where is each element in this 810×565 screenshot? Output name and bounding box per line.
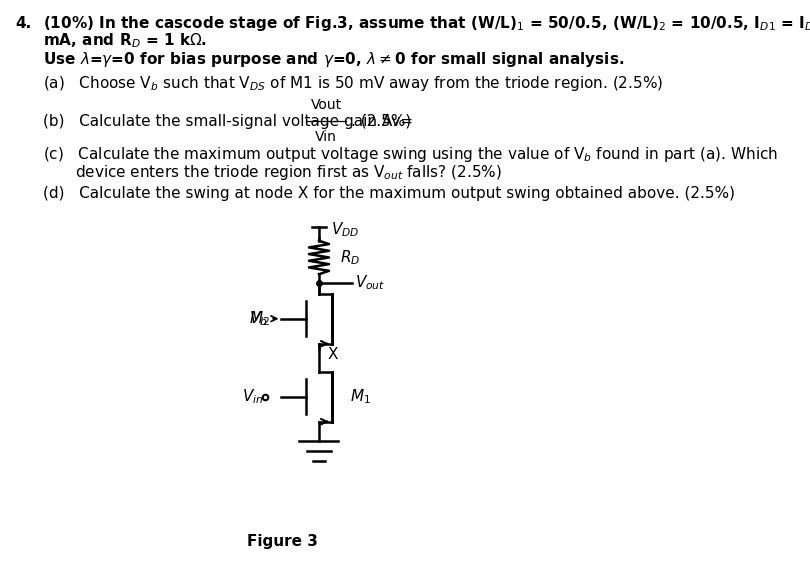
- Text: 4.: 4.: [15, 16, 32, 31]
- Text: . (2.5%): . (2.5%): [352, 114, 411, 129]
- Text: $M_1$: $M_1$: [350, 387, 370, 406]
- Text: mA, and R$_D$ = 1 k$\Omega$.: mA, and R$_D$ = 1 k$\Omega$.: [43, 31, 207, 50]
- Text: X: X: [327, 346, 338, 362]
- Text: $V_{out}$: $V_{out}$: [356, 273, 386, 292]
- Text: $V_b$: $V_b$: [249, 309, 267, 328]
- Text: (10%) In the cascode stage of Fig.3, assume that (W/L)$_1$ = 50/0.5, (W/L)$_2$ =: (10%) In the cascode stage of Fig.3, ass…: [43, 14, 810, 33]
- Text: $V_{DD}$: $V_{DD}$: [331, 220, 360, 239]
- Text: Figure 3: Figure 3: [247, 534, 318, 549]
- Text: Vin: Vin: [315, 129, 337, 144]
- Text: device enters the triode region first as V$_{out}$ falls? (2.5%): device enters the triode region first as…: [75, 163, 502, 182]
- Text: $V_{in}$: $V_{in}$: [242, 387, 263, 406]
- Text: (c)   Calculate the maximum output voltage swing using the value of V$_b$ found : (c) Calculate the maximum output voltage…: [43, 145, 778, 164]
- Text: (d)   Calculate the swing at node X for the maximum output swing obtained above.: (d) Calculate the swing at node X for th…: [43, 186, 735, 201]
- Text: $M_2$: $M_2$: [249, 309, 271, 328]
- Text: $R_D$: $R_D$: [340, 248, 360, 267]
- Text: (a)   Choose V$_b$ such that V$_{DS}$ of M1 is 50 mV away from the triode region: (a) Choose V$_b$ such that V$_{DS}$ of M…: [43, 73, 663, 93]
- Text: (b)   Calculate the small-signal voltage gain Av=: (b) Calculate the small-signal voltage g…: [43, 114, 413, 129]
- Text: Use $\lambda$=$\gamma$=0 for bias purpose and $\gamma$=0, $\lambda$$\neq$0 for s: Use $\lambda$=$\gamma$=0 for bias purpos…: [43, 50, 625, 69]
- Text: Vout: Vout: [311, 98, 342, 112]
